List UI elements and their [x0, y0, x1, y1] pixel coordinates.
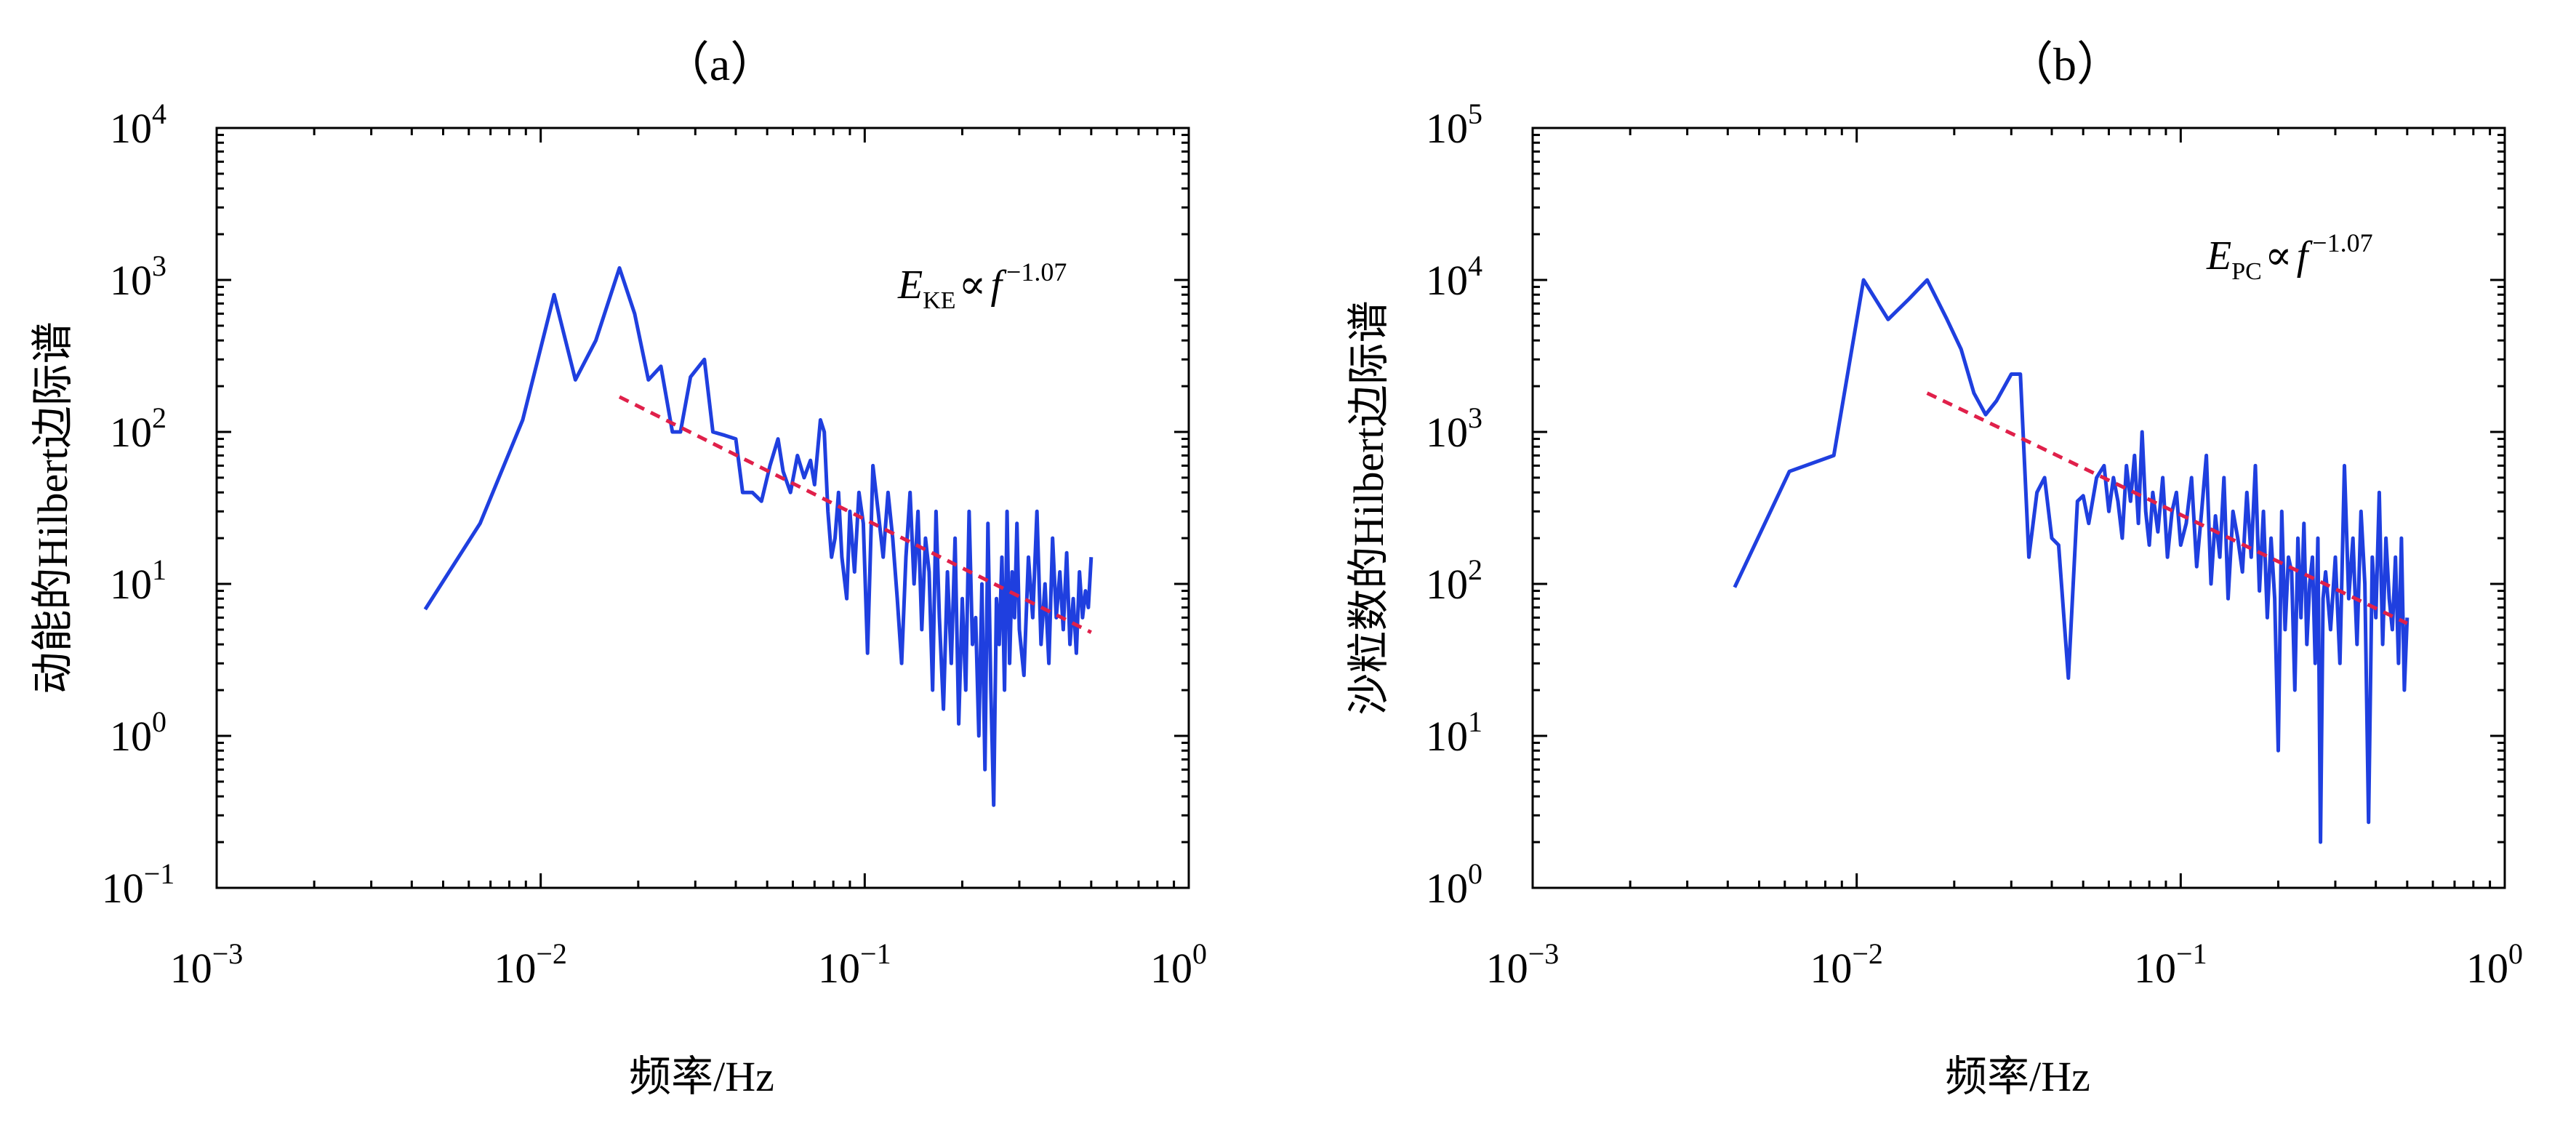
x-tick-label: 100 — [1150, 937, 1207, 992]
x-axis-label: 频率/Hz — [1945, 1053, 2090, 1100]
y-tick-label: 103 — [110, 249, 166, 304]
annotation-variable: f — [990, 263, 1007, 308]
x-tick-label-exp: −1 — [2176, 937, 2207, 970]
annotation-variable: f — [2297, 233, 2314, 279]
y-tick-label: 101 — [1426, 705, 1482, 760]
y-tick-label-exp: 2 — [1468, 553, 1482, 586]
y-tick-label-exp: 1 — [1468, 705, 1482, 738]
annotation-exponent: −1.07 — [2312, 228, 2372, 257]
x-tick-label: 100 — [2466, 937, 2523, 992]
y-tick-label-base: 10 — [110, 409, 152, 456]
y-tick-label: 105 — [1426, 97, 1482, 152]
x-tick-label-base: 10 — [818, 945, 860, 992]
x-tick-label: 10−1 — [2134, 937, 2207, 992]
x-tick-label-base: 10 — [1486, 945, 1528, 992]
y-tick-label-exp: 5 — [1468, 97, 1482, 130]
annotation-prop: ∝ — [2265, 233, 2292, 279]
y-tick-label-base: 10 — [1426, 865, 1468, 912]
plot-frame — [215, 127, 1190, 889]
y-tick-label: 100 — [1426, 857, 1482, 912]
y-axis-label: 沙粒数的Hilbert边际谱 — [1345, 300, 1392, 715]
y-tick-label-base: 10 — [1426, 105, 1468, 152]
x-tick-label-exp: −3 — [1528, 937, 1560, 970]
spectrum-line — [423, 266, 1094, 807]
y-tick-label-exp: 3 — [152, 249, 166, 282]
y-tick-label: 102 — [1426, 553, 1482, 608]
x-tick-label-exp: −2 — [536, 937, 567, 970]
x-tick-label: 10−3 — [170, 937, 244, 992]
x-tick-label-exp: −3 — [212, 937, 244, 970]
x-axis-label: 频率/Hz — [629, 1053, 774, 1100]
panel-label: （b） — [2007, 39, 2123, 90]
y-tick-label-base: 10 — [110, 105, 152, 152]
y-tick-label-exp: −1 — [144, 857, 175, 890]
y-tick-label-exp: 1 — [152, 553, 166, 586]
x-tick-label: 10−2 — [494, 937, 567, 992]
y-tick-label-exp: 4 — [1468, 249, 1482, 282]
annotation-main: E — [897, 263, 923, 308]
x-tick-label-exp: −1 — [860, 937, 891, 970]
y-tick-label: 101 — [110, 553, 166, 608]
y-tick-label-base: 10 — [110, 713, 152, 760]
x-tick-label-base: 10 — [494, 945, 536, 992]
x-tick-label-exp: 0 — [2508, 937, 2523, 970]
x-tick-label-base: 10 — [170, 945, 212, 992]
y-tick-label-exp: 2 — [152, 401, 166, 434]
y-tick-label-exp: 0 — [1468, 857, 1482, 890]
y-tick-label-base: 10 — [110, 257, 152, 304]
y-tick-label-exp: 0 — [152, 705, 166, 738]
x-tick-label-base: 10 — [1150, 945, 1192, 992]
y-tick-label-base: 10 — [102, 865, 144, 912]
annotation-exponent: −1.07 — [1006, 257, 1067, 286]
annotation-subscript: KE — [923, 287, 955, 314]
x-tick-label-base: 10 — [1810, 945, 1852, 992]
y-tick-label: 104 — [110, 97, 166, 152]
fit-line — [1926, 391, 2408, 625]
y-tick-label: 102 — [110, 401, 166, 456]
panel-label: （a） — [663, 39, 777, 90]
annotation-subscript: PC — [2231, 258, 2262, 285]
x-tick-label: 10−3 — [1486, 937, 1560, 992]
series-group — [1733, 278, 2410, 844]
y-tick-label-base: 10 — [1426, 257, 1468, 304]
y-axis-label: 动能的Hilbert边际谱 — [29, 321, 76, 694]
y-tick-label: 100 — [110, 705, 166, 760]
y-tick-label-base: 10 — [110, 561, 152, 608]
y-tick-label-base: 10 — [1426, 409, 1468, 456]
annotation-main: E — [2206, 233, 2231, 279]
y-tick-label-exp: 3 — [1468, 401, 1482, 434]
series-group — [423, 266, 1094, 807]
x-tick-label: 10−1 — [818, 937, 891, 992]
plot-frame — [1531, 127, 2506, 889]
x-tick-label-base: 10 — [2466, 945, 2508, 992]
fit-line — [618, 395, 1092, 634]
panel-a: （a）10−3 10−2 10−1 10010−1100101102103104频率/… — [29, 39, 1207, 1100]
annotation: EKE∝ f −1.07 — [897, 257, 1067, 314]
x-tick-label-exp: −2 — [1852, 937, 1883, 970]
y-tick-label: 103 — [1426, 401, 1482, 456]
y-tick-label: 104 — [1426, 249, 1482, 304]
x-tick-label-base: 10 — [2134, 945, 2176, 992]
annotation-prop: ∝ — [959, 263, 987, 308]
y-tick-label-exp: 4 — [152, 97, 166, 130]
spectrum-line — [1733, 278, 2410, 844]
y-tick-label-base: 10 — [1426, 713, 1468, 760]
annotation: EPC∝ f −1.07 — [2206, 228, 2373, 285]
x-tick-label: 10−2 — [1810, 937, 1883, 992]
y-tick-label: 10−1 — [102, 857, 175, 912]
x-tick-label-exp: 0 — [1192, 937, 1207, 970]
panel-b: （b）10−3 10−2 10−1 100100101102103104105频率/H… — [1345, 39, 2523, 1100]
y-tick-label-base: 10 — [1426, 561, 1468, 608]
